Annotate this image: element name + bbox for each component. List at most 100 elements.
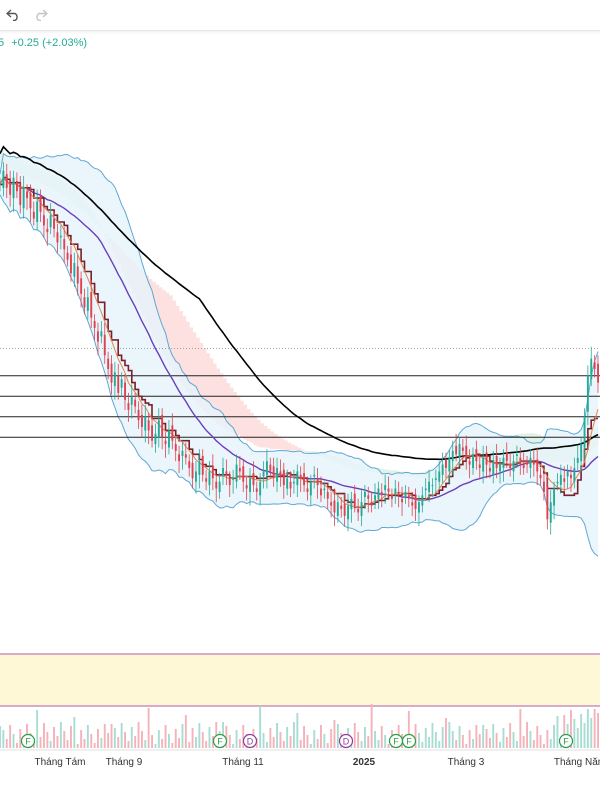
candle-body	[32, 211, 35, 219]
candle-body	[195, 471, 197, 482]
ma-long-line	[0, 145, 599, 461]
candle-body	[441, 464, 444, 475]
candle-body	[53, 218, 55, 229]
time-axis-label: 2025	[353, 757, 376, 768]
candle-body	[495, 456, 498, 468]
candle-body	[455, 445, 458, 455]
candle-body	[539, 474, 542, 479]
volume-bar	[563, 715, 566, 748]
candle-body	[49, 215, 52, 228]
volume-bar	[188, 742, 191, 748]
financials-marker[interactable]: F	[212, 733, 228, 749]
volume-bar	[428, 737, 430, 748]
candle-body	[583, 416, 586, 448]
volume-bar	[97, 729, 99, 748]
cloud-segment	[199, 343, 204, 408]
candle-body	[512, 461, 515, 472]
marker-label: D	[247, 737, 254, 747]
candle-body	[303, 473, 305, 486]
candle-body	[418, 502, 420, 513]
top-toolbar	[0, 0, 600, 31]
bollinger-band-fill	[0, 152, 599, 557]
volume-bar	[286, 727, 289, 748]
candle-body	[407, 495, 410, 499]
marker-circle	[242, 733, 258, 749]
marker-label: F	[393, 737, 399, 747]
candle-body	[43, 215, 45, 226]
volume-bar	[360, 741, 363, 748]
financials-marker[interactable]: F	[20, 733, 36, 749]
cloud-segment	[192, 332, 197, 401]
candle-body	[286, 478, 289, 489]
candle-body	[347, 505, 349, 520]
volume-bar	[70, 726, 72, 748]
volume-bar	[303, 726, 305, 748]
cloud-segment	[381, 469, 386, 474]
candle-body	[502, 457, 505, 468]
cloud-segment	[209, 358, 214, 418]
volume-bar	[421, 742, 424, 748]
volume-bar	[137, 722, 140, 748]
candle-body	[468, 461, 471, 465]
candle-body	[448, 457, 451, 472]
dividend-marker[interactable]: D	[338, 733, 354, 749]
undo-arrow-icon[interactable]	[3, 5, 23, 25]
candle-body	[336, 502, 339, 516]
candle-body	[9, 182, 12, 195]
candle-body	[242, 466, 245, 482]
candle-body	[63, 239, 66, 250]
volume-bar	[465, 744, 468, 748]
candle-body	[86, 297, 89, 311]
volume-bar	[272, 737, 275, 748]
cloud-segment	[388, 470, 393, 474]
candle-body	[80, 278, 83, 294]
volume-bar	[543, 744, 545, 748]
volume-bar	[16, 743, 18, 748]
cloud-segment	[162, 290, 166, 356]
financials-marker[interactable]: F	[388, 733, 404, 749]
volume-bar	[502, 728, 505, 748]
volume-bar	[100, 738, 103, 748]
volume-bar	[269, 728, 272, 748]
cloud-segment	[310, 451, 315, 454]
candle-body	[103, 334, 106, 356]
volume-bar	[448, 722, 451, 748]
volume-bar	[580, 714, 583, 748]
volume-bar	[509, 723, 512, 748]
financials-marker[interactable]: F	[401, 733, 417, 749]
volume-bar	[434, 732, 437, 748]
volume-bar	[151, 735, 153, 748]
candle-body	[232, 478, 235, 480]
marker-circle	[401, 733, 417, 749]
volume-bar	[536, 726, 539, 748]
financials-marker[interactable]: F	[558, 733, 574, 749]
rsi-band	[0, 654, 600, 706]
candle-body	[215, 481, 218, 489]
candle-body	[570, 474, 572, 479]
candle-body	[29, 193, 32, 209]
volume-bar	[157, 730, 160, 748]
candle-body	[404, 491, 407, 497]
marker-circle	[20, 733, 36, 749]
candle-body	[492, 461, 495, 475]
volume-bar	[201, 732, 204, 748]
candle-body	[235, 464, 238, 482]
time-axis-label: Tháng Tám	[35, 757, 86, 768]
bollinger-lower	[0, 194, 599, 557]
cloud-segment	[256, 419, 261, 447]
candle-body	[198, 461, 201, 475]
volume-bar	[333, 720, 336, 748]
volume-bar	[387, 744, 390, 748]
candle-body	[451, 450, 454, 462]
candle-body	[191, 462, 194, 479]
volume-bar	[597, 713, 599, 748]
candle-body	[391, 495, 393, 499]
volume-bar	[539, 735, 542, 748]
redo-arrow-icon[interactable]	[31, 5, 51, 25]
candle-body	[83, 297, 86, 308]
dividend-marker[interactable]: D	[242, 733, 258, 749]
candle-body	[340, 505, 343, 509]
candle-body	[93, 321, 96, 328]
